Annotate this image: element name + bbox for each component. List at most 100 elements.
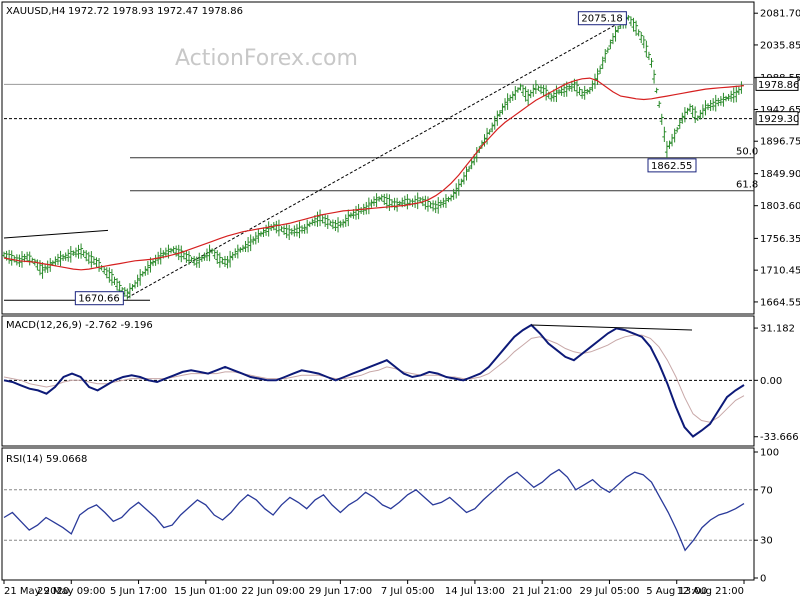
ohlc-bar	[109, 269, 114, 286]
ohlc-bar	[605, 47, 610, 53]
ohlc-bar	[343, 214, 348, 227]
macd-divergence-line	[531, 324, 693, 331]
ohlc-bar	[680, 112, 685, 124]
ohlc-bar	[348, 212, 353, 218]
ohlc-bar	[351, 209, 356, 219]
ohlc-bar	[574, 79, 579, 97]
price-y-tick-label: 2035.85	[760, 40, 800, 51]
ohlc-bar	[104, 267, 109, 279]
macd-layer	[3, 323, 754, 438]
macd-signal-line	[3, 334, 745, 423]
ohlc-bar	[274, 220, 279, 234]
ohlc-bar	[428, 201, 433, 209]
ohlc-bar	[682, 107, 687, 123]
ohlc-bar	[675, 126, 680, 133]
ohlc-bar	[246, 237, 251, 253]
ohlc-bar	[585, 88, 590, 95]
resistance-trendline	[3, 229, 109, 239]
ohlc-bar	[279, 226, 284, 232]
ohlc-bar	[359, 207, 364, 214]
price-y-tick-label: 1664.55	[760, 297, 800, 308]
ohlc-bar	[690, 105, 695, 118]
ohlc-bar	[251, 236, 256, 245]
ohlc-bar	[63, 252, 68, 261]
ohlc-bar	[497, 110, 502, 118]
ohlc-bar	[410, 198, 415, 207]
ohlc-bar	[133, 280, 138, 289]
price-header-ohlc: 1972.72 1978.93 1972.47 1978.86	[68, 6, 243, 17]
ohlc-bar	[354, 205, 359, 220]
ohlc-bar	[145, 261, 150, 275]
ohlc-bar	[636, 29, 641, 37]
price-header-symbol: XAUUSD,H4	[6, 6, 65, 17]
x-tick-label: 5 Jun 17:00	[110, 586, 167, 597]
price-annotation: 1670.66	[74, 291, 124, 306]
ohlc-bar	[102, 267, 107, 274]
ohlc-bar	[513, 86, 518, 100]
ohlc-bar	[71, 250, 76, 256]
ohlc-bar	[86, 251, 91, 265]
moving-average-line	[3, 77, 745, 271]
ohlc-bar	[43, 264, 48, 273]
ohlc-bar	[210, 248, 215, 254]
price-y-tick-label: 1803.60	[760, 201, 800, 212]
ohlc-bar	[318, 209, 323, 227]
rsi-line	[3, 468, 745, 552]
current-price-box	[755, 76, 799, 91]
price-y-tick-label: 1710.45	[760, 266, 800, 277]
ohlc-bar	[240, 244, 245, 252]
ohlc-bar	[667, 140, 672, 149]
ohlc-bar	[323, 214, 328, 227]
ohlc-bar	[657, 100, 662, 108]
ohlc-bar	[646, 51, 651, 61]
ohlc-bar	[19, 251, 24, 268]
ohlc-bar	[256, 228, 261, 243]
ohlc-bar	[443, 194, 448, 208]
macd-y-tick-label: 31.182	[760, 324, 795, 335]
ohlc-bar	[374, 193, 379, 208]
ohlc-bar	[225, 255, 230, 269]
ohlc-bar	[569, 80, 574, 92]
ohlc-bar	[490, 122, 495, 133]
price-layer: 50.0 61.8 2075.18 1670.66 1862.55	[2, 11, 758, 306]
ohlc-bar	[253, 231, 258, 245]
current-price-label: 1978.86	[758, 80, 799, 91]
ohlc-bar	[549, 93, 554, 102]
uptrend-dashed-line	[127, 17, 629, 299]
x-tick-label: 5 Aug 13:00	[646, 586, 707, 597]
ohlc-bar	[628, 16, 633, 27]
ohlc-bar	[672, 128, 677, 143]
ohlc-bar	[387, 194, 392, 211]
ohlc-bar	[467, 166, 472, 172]
ohlc-bar	[379, 194, 384, 202]
ohlc-bar	[495, 110, 500, 126]
ohlc-bar	[600, 56, 605, 70]
ohlc-bar	[310, 218, 315, 226]
ohlc-bar	[73, 247, 78, 258]
macd-y-tick-label: -33.666	[760, 432, 799, 443]
ohlc-bar	[235, 244, 240, 259]
ohlc-bar	[729, 90, 734, 102]
support-label: 1929.30	[758, 114, 799, 125]
ohlc-bar	[248, 234, 253, 252]
ohlc-bar	[258, 231, 263, 237]
ohlc-bar	[184, 250, 189, 263]
price-annotation: 2075.18	[577, 11, 627, 26]
macd-y-axis: 31.182 0.00 -33.666	[754, 324, 799, 443]
ohlc-bar	[27, 251, 32, 266]
ohlc-bar	[567, 84, 572, 92]
ohlc-bar	[179, 245, 184, 263]
ohlc-bar	[582, 85, 587, 100]
ohlc-bar	[127, 283, 132, 299]
ohlc-bar	[25, 251, 30, 262]
ohlc-bar	[364, 201, 369, 215]
ohlc-bar	[503, 98, 508, 111]
ohlc-bar	[531, 84, 536, 97]
ohlc-bar	[713, 94, 718, 112]
ohlc-bar	[76, 244, 81, 259]
ohlc-bar	[53, 256, 58, 267]
price-annotation-label: 1670.66	[78, 294, 119, 305]
ohlc-bar	[320, 215, 325, 224]
ohlc-bar	[492, 115, 497, 130]
